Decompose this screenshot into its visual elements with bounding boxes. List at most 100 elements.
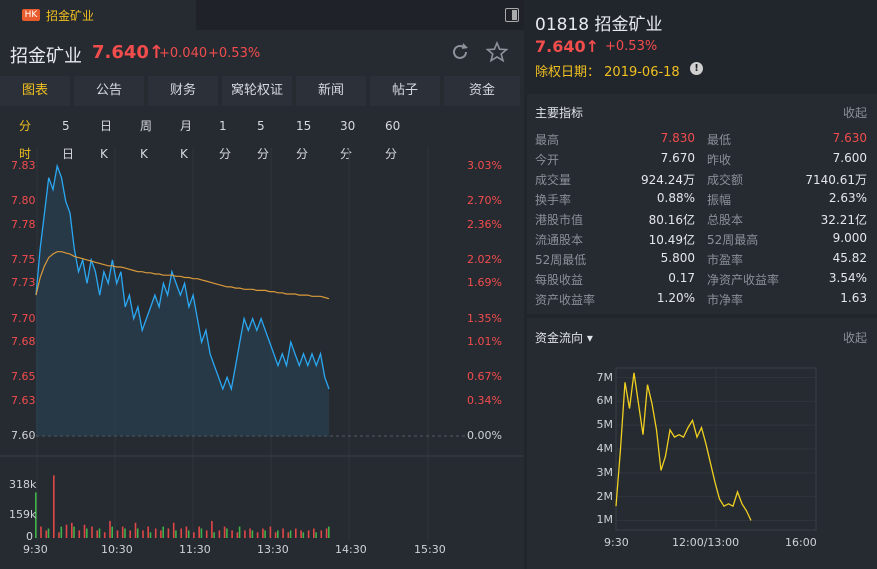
volume-bar bbox=[238, 526, 241, 538]
period-monthly[interactable]: 月K bbox=[180, 119, 193, 161]
ex-date-value: 2019-06-18 bbox=[604, 65, 680, 80]
period-1min[interactable]: 1分 bbox=[219, 119, 232, 161]
indicator-row: 52周最低 5.800 市盈率 45.82 bbox=[535, 249, 871, 269]
indicator-label: 昨收 bbox=[707, 153, 732, 167]
panel-toggle-icon[interactable] bbox=[505, 8, 519, 22]
volume-bar bbox=[289, 530, 292, 538]
volume-bar bbox=[187, 530, 190, 538]
volume-bar bbox=[134, 522, 137, 538]
indicator-value: 2.63% bbox=[828, 191, 867, 205]
indicator-label: 成交量 bbox=[535, 173, 572, 187]
volume-bar bbox=[193, 532, 195, 538]
volume-tick-label: 318k bbox=[9, 478, 37, 491]
flow-y-tick-label: 2M bbox=[596, 489, 614, 503]
indicator-row: 资产收益率 1.20% 市净率 1.63 bbox=[535, 289, 871, 309]
tab-posts[interactable]: 帖子 bbox=[370, 76, 440, 106]
volume-bar bbox=[35, 492, 37, 538]
indicators-collapse-button[interactable]: 收起 bbox=[842, 106, 867, 120]
indicator-label: 港股市值 bbox=[535, 213, 584, 227]
tab-news[interactable]: 新闻 bbox=[296, 76, 366, 106]
indicator-row: 最高 7.830 最低 7.630 bbox=[535, 129, 871, 149]
volume-bar bbox=[226, 528, 228, 538]
tab-financials[interactable]: 财务 bbox=[148, 76, 218, 106]
flow-x-tick-label: 16:00 bbox=[785, 536, 817, 549]
indicator-value: 0.88% bbox=[656, 191, 695, 205]
indicator-value: 9.000 bbox=[832, 231, 867, 245]
tab-chart[interactable]: 图表 bbox=[0, 76, 70, 106]
period-60min[interactable]: 60分 bbox=[385, 119, 401, 161]
info-icon[interactable]: ! bbox=[690, 62, 703, 75]
volume-bar bbox=[160, 530, 162, 538]
flow-y-tick-label: 5M bbox=[596, 418, 614, 432]
tab-title[interactable]: 招金矿业 bbox=[46, 9, 95, 23]
capital-flow-collapse-button[interactable]: 收起 bbox=[842, 331, 867, 345]
time-tick-label: 10:30 bbox=[101, 543, 133, 556]
star-icon[interactable] bbox=[486, 41, 508, 63]
tab-announcements[interactable]: 公告 bbox=[74, 76, 144, 106]
volume-bar bbox=[129, 530, 131, 538]
indicator-label: 最低 bbox=[707, 133, 732, 147]
period-intraday[interactable]: 分时 bbox=[19, 119, 32, 161]
intraday-chart[interactable] bbox=[0, 140, 524, 569]
indicator-value: 5.800 bbox=[660, 251, 695, 265]
indicator-label: 今开 bbox=[535, 153, 560, 167]
flow-y-tick-label: 1M bbox=[596, 513, 614, 527]
period-daily[interactable]: 日K bbox=[100, 119, 113, 161]
stock-code-name: 01818 招金矿业 bbox=[535, 15, 663, 35]
volume-bar bbox=[302, 532, 305, 538]
period-5min[interactable]: 5分 bbox=[257, 119, 270, 161]
tab-warrants[interactable]: 窝轮权证 bbox=[222, 76, 292, 106]
indicator-label: 换手率 bbox=[535, 193, 572, 207]
indicator-value: 10.49亿 bbox=[648, 233, 695, 247]
volume-bar bbox=[205, 530, 208, 538]
volume-bar bbox=[73, 526, 75, 538]
indicator-value: 924.24万 bbox=[641, 173, 695, 187]
time-tick-label: 15:30 bbox=[414, 543, 446, 556]
stock-name: 招金矿业 bbox=[10, 46, 82, 67]
price-tick-label: 7.78 bbox=[11, 217, 36, 231]
price-change: +0.040 bbox=[159, 46, 208, 61]
volume-bar bbox=[313, 528, 315, 538]
volume-bar bbox=[218, 530, 221, 538]
average-price-line bbox=[35, 251, 330, 300]
percent-tick-label: 1.35% bbox=[467, 311, 502, 325]
volume-bar bbox=[325, 528, 328, 538]
indicator-row: 港股市值 80.16亿 总股本 32.21亿 bbox=[535, 209, 871, 229]
detail-change-pct: +0.53% bbox=[605, 39, 658, 54]
indicator-value: 80.16亿 bbox=[648, 213, 695, 227]
period-5d[interactable]: 5日 bbox=[62, 119, 75, 161]
tab-capital[interactable]: 资金 bbox=[444, 76, 520, 106]
volume-bar bbox=[251, 530, 254, 538]
capital-flow-chart bbox=[615, 367, 817, 531]
volume-bar bbox=[91, 526, 93, 538]
capital-flow-line bbox=[615, 372, 752, 521]
refresh-icon[interactable] bbox=[449, 41, 471, 63]
percent-tick-label: 0.34% bbox=[467, 393, 502, 407]
volume-bar bbox=[320, 530, 323, 538]
indicator-value: 32.21亿 bbox=[820, 213, 867, 227]
flow-x-tick-label: 12:00/13:00 bbox=[672, 536, 740, 549]
volume-bar bbox=[40, 526, 42, 538]
price-line bbox=[35, 163, 330, 392]
volume-bar bbox=[65, 524, 68, 538]
volume-bar bbox=[180, 528, 182, 538]
volume-bar bbox=[277, 530, 279, 538]
volume-bar bbox=[53, 475, 55, 538]
ex-date: 除权日期： 2019-06-18 bbox=[535, 61, 680, 80]
volume-bar bbox=[244, 530, 246, 538]
period-weekly[interactable]: 周K bbox=[140, 119, 153, 161]
flow-y-tick-label: 4M bbox=[596, 442, 614, 455]
indicators-section: 主要指标 收起 bbox=[527, 94, 877, 314]
volume-bar bbox=[172, 522, 175, 538]
indicator-value: 7.600 bbox=[832, 151, 867, 165]
stock-price: 7.640↑ bbox=[92, 42, 165, 63]
volume-bar bbox=[83, 524, 86, 538]
capital-flow-section: 资金流向 ▾ 收起 bbox=[527, 318, 877, 569]
gridlines bbox=[36, 148, 429, 540]
capital-flow-title[interactable]: 资金流向 ▾ bbox=[535, 331, 593, 345]
price-tick-label: 7.68 bbox=[11, 335, 36, 349]
volume-bar bbox=[124, 528, 126, 538]
period-15min[interactable]: 15分 bbox=[296, 119, 312, 161]
volume-bar bbox=[249, 528, 251, 538]
indicator-value: 0.17 bbox=[668, 271, 695, 285]
